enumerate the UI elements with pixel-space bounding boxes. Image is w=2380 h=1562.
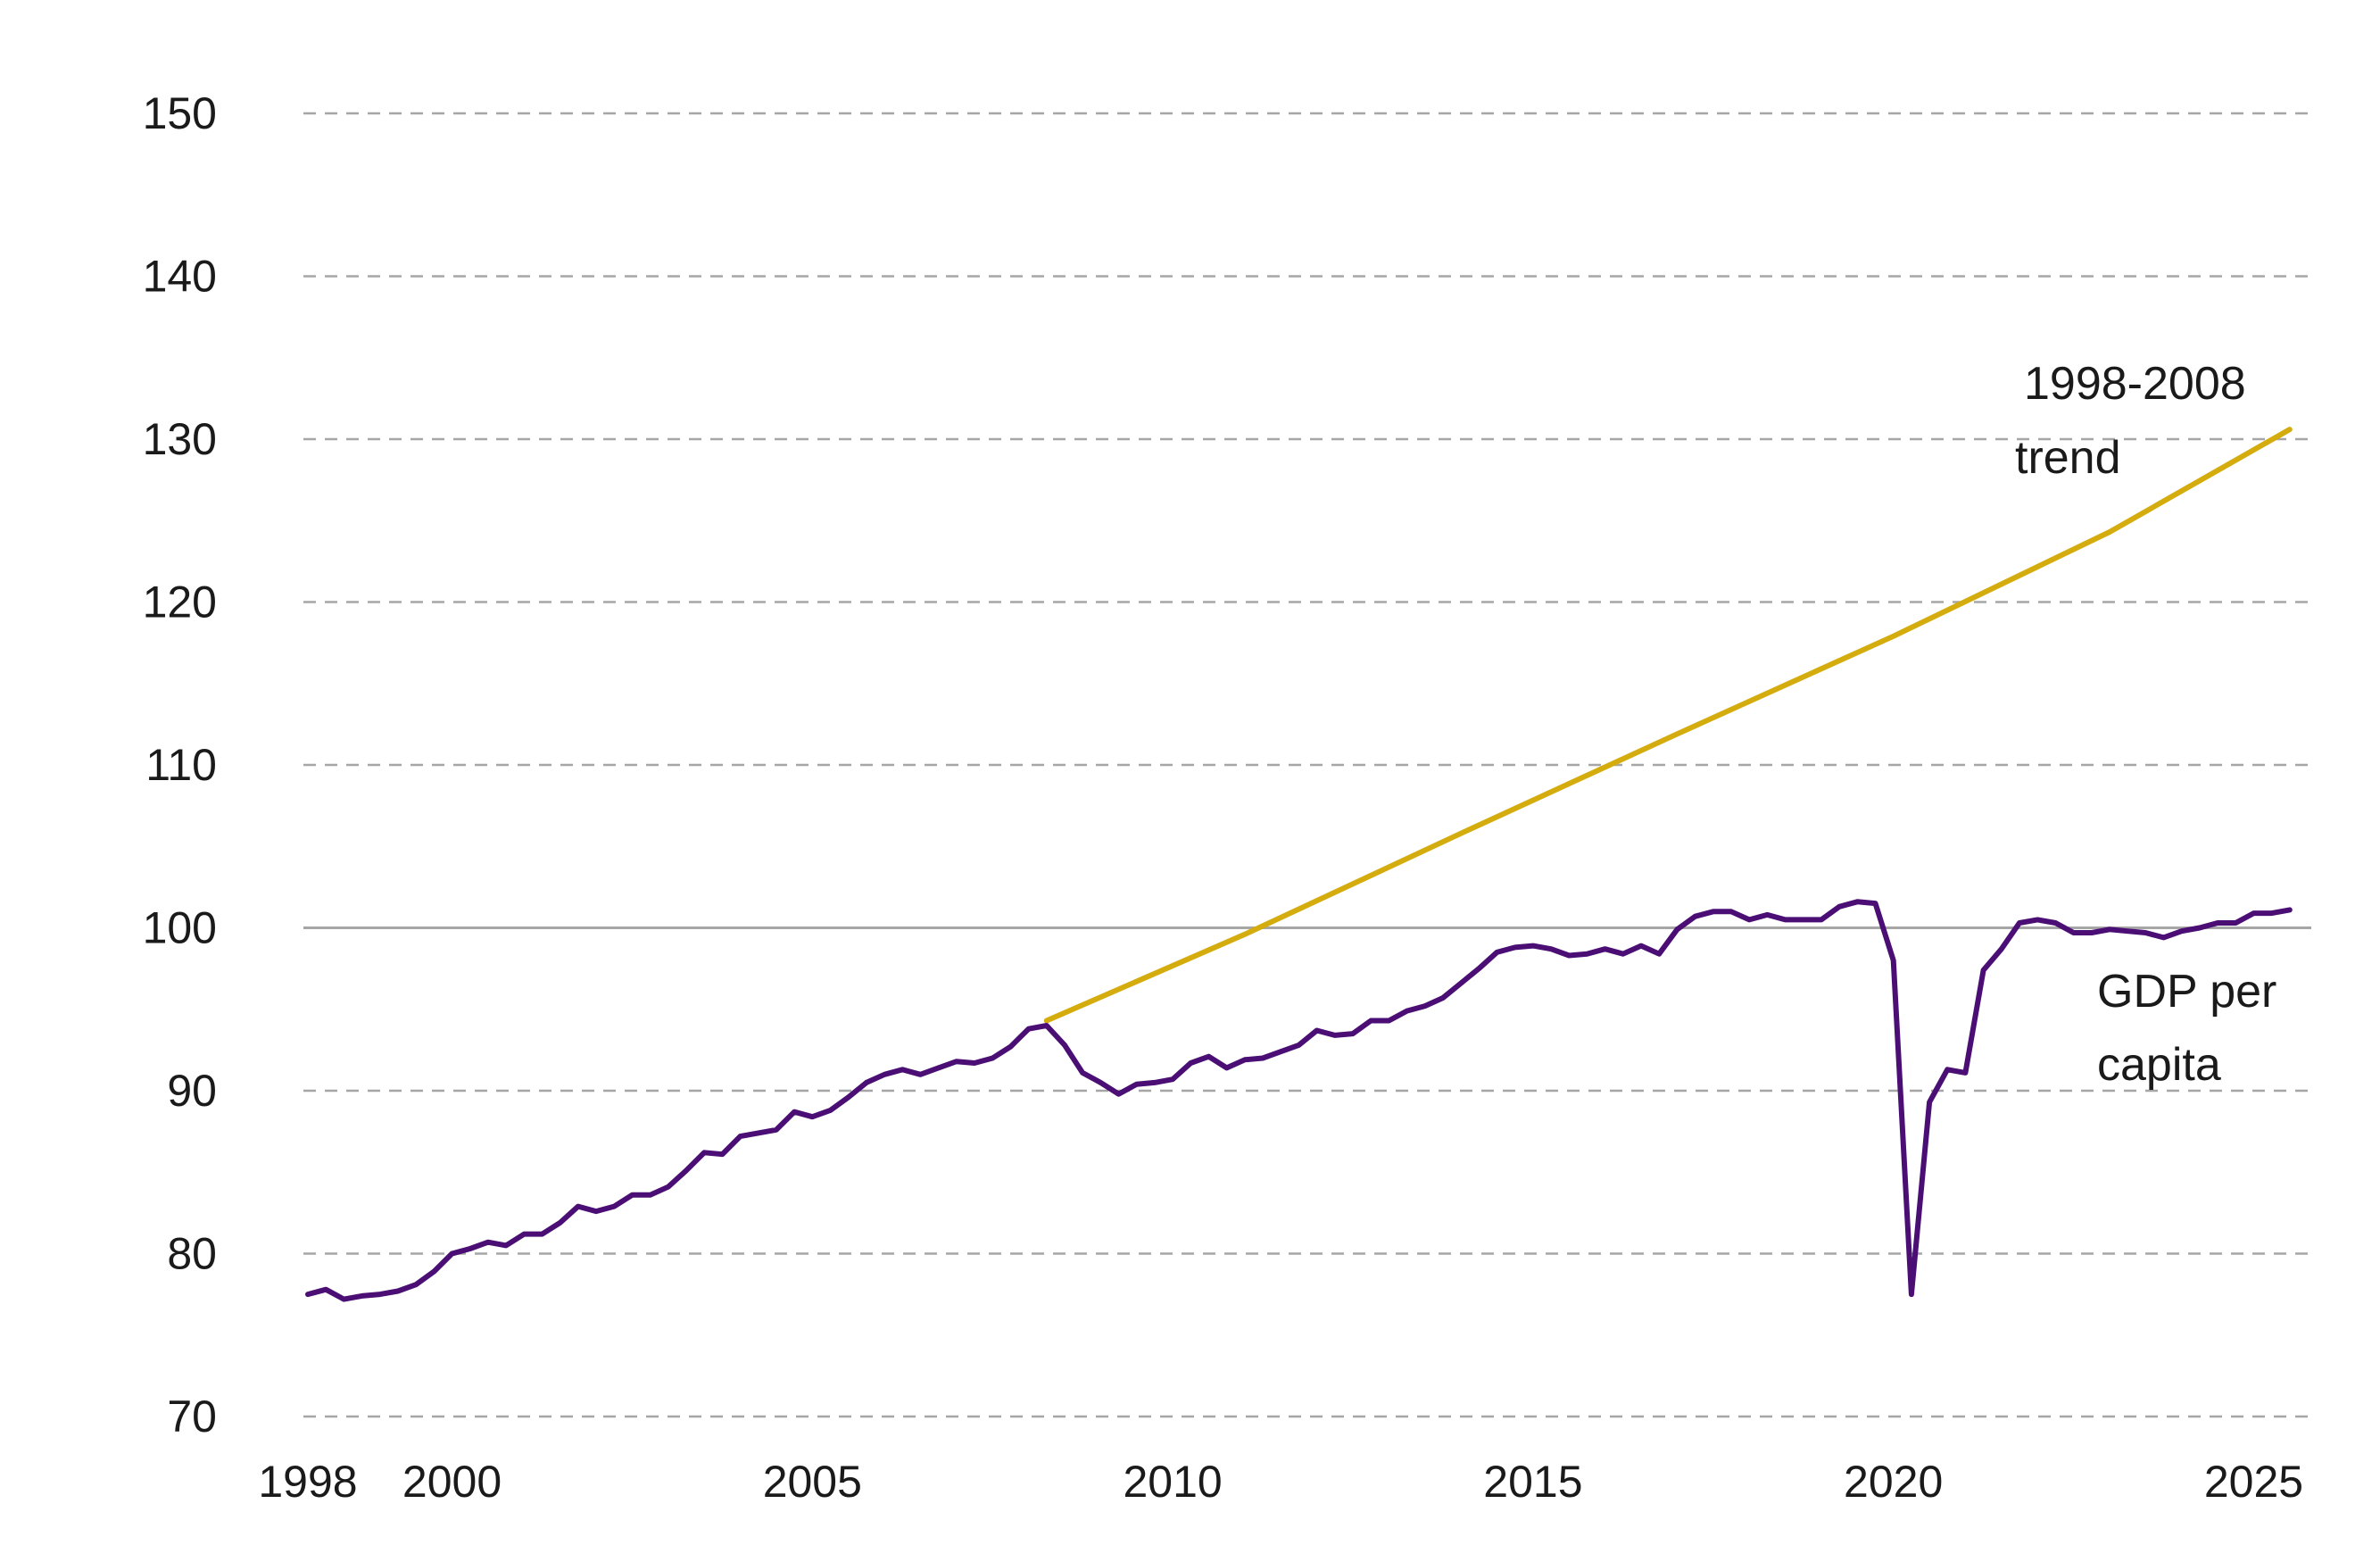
x-tick-label: 2020 (1844, 1457, 1943, 1507)
gdp-annotation-line: GDP per (2097, 966, 2276, 1018)
gridlines (303, 112, 2311, 1418)
x-axis-ticks: 1998 2000 2005 2010 2015 2020 2025 (258, 1457, 2303, 1507)
x-tick-label: 2005 (763, 1457, 862, 1507)
x-tick-label: 2025 (2204, 1457, 2303, 1507)
y-axis-ticks: 70 80 90 100 110 120 130 140 150 (143, 88, 217, 1442)
x-tick-label: 2000 (402, 1457, 502, 1507)
y-tick-label: 70 (167, 1392, 217, 1442)
y-tick-label: 130 (143, 414, 217, 464)
trend-annotation-line: 1998-2008 (2024, 358, 2246, 410)
series (305, 427, 2293, 1302)
y-tick-label: 140 (143, 252, 217, 302)
x-tick-label: 2010 (1123, 1457, 1222, 1507)
x-tick-label: 1998 (258, 1457, 357, 1507)
gdp-annotation-line: capita (2097, 1039, 2221, 1091)
gdp-series-line (305, 899, 2293, 1302)
trend-annotation-line: trend (2015, 432, 2121, 484)
y-tick-label: 90 (167, 1066, 217, 1116)
trend-series-line (1043, 427, 2293, 1024)
y-tick-label: 100 (143, 903, 217, 953)
y-tick-label: 80 (167, 1229, 217, 1279)
annotations: 1998-2008 trend GDP per capita (2015, 358, 2276, 1091)
x-tick-label: 2015 (1483, 1457, 1582, 1507)
y-tick-label: 110 (145, 740, 217, 790)
y-tick-label: 150 (143, 88, 217, 138)
y-tick-label: 120 (143, 577, 217, 627)
